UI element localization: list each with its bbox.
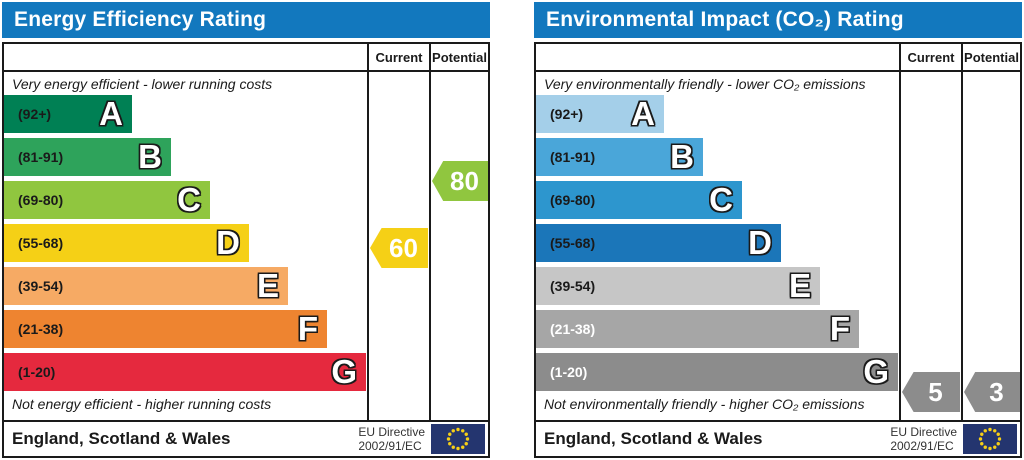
chart-footer: England, Scotland & Wales EU Directive 2…: [4, 420, 488, 456]
band-a-range: (92+): [550, 106, 584, 122]
band-c: (69-80) C: [536, 181, 742, 219]
eu-directive-line1: EU Directive: [358, 424, 425, 439]
region-label: England, Scotland & Wales: [544, 429, 763, 448]
band-a-letter: A: [631, 95, 655, 132]
band-e: (39-54) E: [536, 267, 820, 305]
band-d-range: (55-68): [18, 235, 64, 251]
band-d: (55-68) D: [536, 224, 781, 262]
current-rating-value: 5: [928, 376, 943, 407]
band-d-letter: D: [216, 224, 240, 261]
band-e-letter: E: [788, 267, 811, 304]
band-b-range: (81-91): [550, 149, 596, 165]
potential-column-header: Potential: [432, 50, 487, 65]
environmental-impact-chart: Environmental Impact (CO₂) Rating Curren…: [534, 2, 1022, 458]
band-c-range: (69-80): [18, 192, 64, 208]
band-c-letter: C: [709, 181, 733, 218]
band-c-range: (69-80): [550, 192, 596, 208]
band-g: (1-20) G: [536, 353, 898, 391]
band-e-range: (39-54): [550, 278, 596, 294]
potential-rating-value: 3: [989, 376, 1004, 407]
current-column-header: Current: [375, 50, 423, 65]
band-b: (81-91) B: [4, 138, 171, 176]
potential-column-divider: [429, 44, 431, 422]
band-c-letter: C: [177, 181, 201, 218]
eu-flag-icon: [963, 424, 1017, 454]
energy-efficiency-chart: Energy Efficiency Rating Current Potenti…: [2, 2, 490, 458]
eu-flag-icon: [431, 424, 485, 454]
band-f-letter: F: [829, 310, 850, 347]
current-column-divider: [367, 44, 369, 422]
current-rating-arrow: 60: [370, 228, 428, 268]
band-f-letter: F: [297, 310, 318, 347]
caption-top: Very energy efficient - lower running co…: [12, 76, 273, 92]
eu-directive-label: EU Directive 2002/91/EC: [890, 425, 957, 454]
band-g-range: (1-20): [550, 364, 588, 380]
energy-chart-title-bar: Energy Efficiency Rating: [2, 2, 490, 38]
band-e-letter: E: [256, 267, 279, 304]
band-e: (39-54) E: [4, 267, 288, 305]
eu-directive-label: EU Directive 2002/91/EC: [358, 425, 425, 454]
potential-rating-arrow: 3: [964, 372, 1020, 412]
potential-rating-value: 80: [450, 165, 479, 196]
band-d-range: (55-68): [550, 235, 596, 251]
energy-chart-body: Current Potential Very energy efficient …: [2, 42, 490, 458]
band-d-letter: D: [748, 224, 772, 261]
current-rating-arrow: 5: [902, 372, 960, 412]
co2-chart-body: Current Potential Very environmentally f…: [534, 42, 1022, 458]
band-d: (55-68) D: [4, 224, 249, 262]
co2-chart-title: Environmental Impact (CO₂) Rating: [546, 8, 904, 31]
co2-chart-title-bar: Environmental Impact (CO₂) Rating: [534, 2, 1022, 38]
eu-directive-line2: 2002/91/EC: [890, 439, 954, 453]
caption-bottom: Not energy efficient - higher running co…: [12, 396, 272, 412]
current-column-header: Current: [907, 50, 955, 65]
caption-top: Very environmentally friendly - lower CO…: [544, 76, 866, 92]
band-f-range: (21-38): [18, 321, 64, 337]
potential-column-header: Potential: [964, 50, 1019, 65]
energy-chart-title: Energy Efficiency Rating: [14, 8, 267, 31]
band-b-letter: B: [670, 138, 694, 175]
header-divider-line: [536, 70, 1020, 72]
eu-directive-line1: EU Directive: [890, 424, 957, 439]
potential-rating-arrow: 80: [432, 161, 488, 201]
band-b-range: (81-91): [18, 149, 64, 165]
chart-footer: England, Scotland & Wales EU Directive 2…: [536, 420, 1020, 456]
caption-bottom: Not environmentally friendly - higher CO…: [544, 396, 865, 412]
region-label: England, Scotland & Wales: [12, 429, 231, 448]
current-rating-value: 60: [389, 232, 418, 263]
eu-directive-line2: 2002/91/EC: [358, 439, 422, 453]
current-column-divider: [899, 44, 901, 422]
band-f: (21-38) F: [4, 310, 327, 348]
band-e-range: (39-54): [18, 278, 64, 294]
band-g-letter: G: [331, 353, 357, 390]
header-divider-line: [4, 70, 488, 72]
band-b-letter: B: [138, 138, 162, 175]
band-a-range: (92+): [18, 106, 52, 122]
potential-column-divider: [961, 44, 963, 422]
band-a: (92+) A: [4, 95, 132, 133]
band-b: (81-91) B: [536, 138, 703, 176]
band-c: (69-80) C: [4, 181, 210, 219]
band-f: (21-38) F: [536, 310, 859, 348]
band-g-letter: G: [863, 353, 889, 390]
band-g: (1-20) G: [4, 353, 366, 391]
band-a-letter: A: [99, 95, 123, 132]
band-g-range: (1-20): [18, 364, 56, 380]
band-f-range: (21-38): [550, 321, 596, 337]
band-a: (92+) A: [536, 95, 664, 133]
